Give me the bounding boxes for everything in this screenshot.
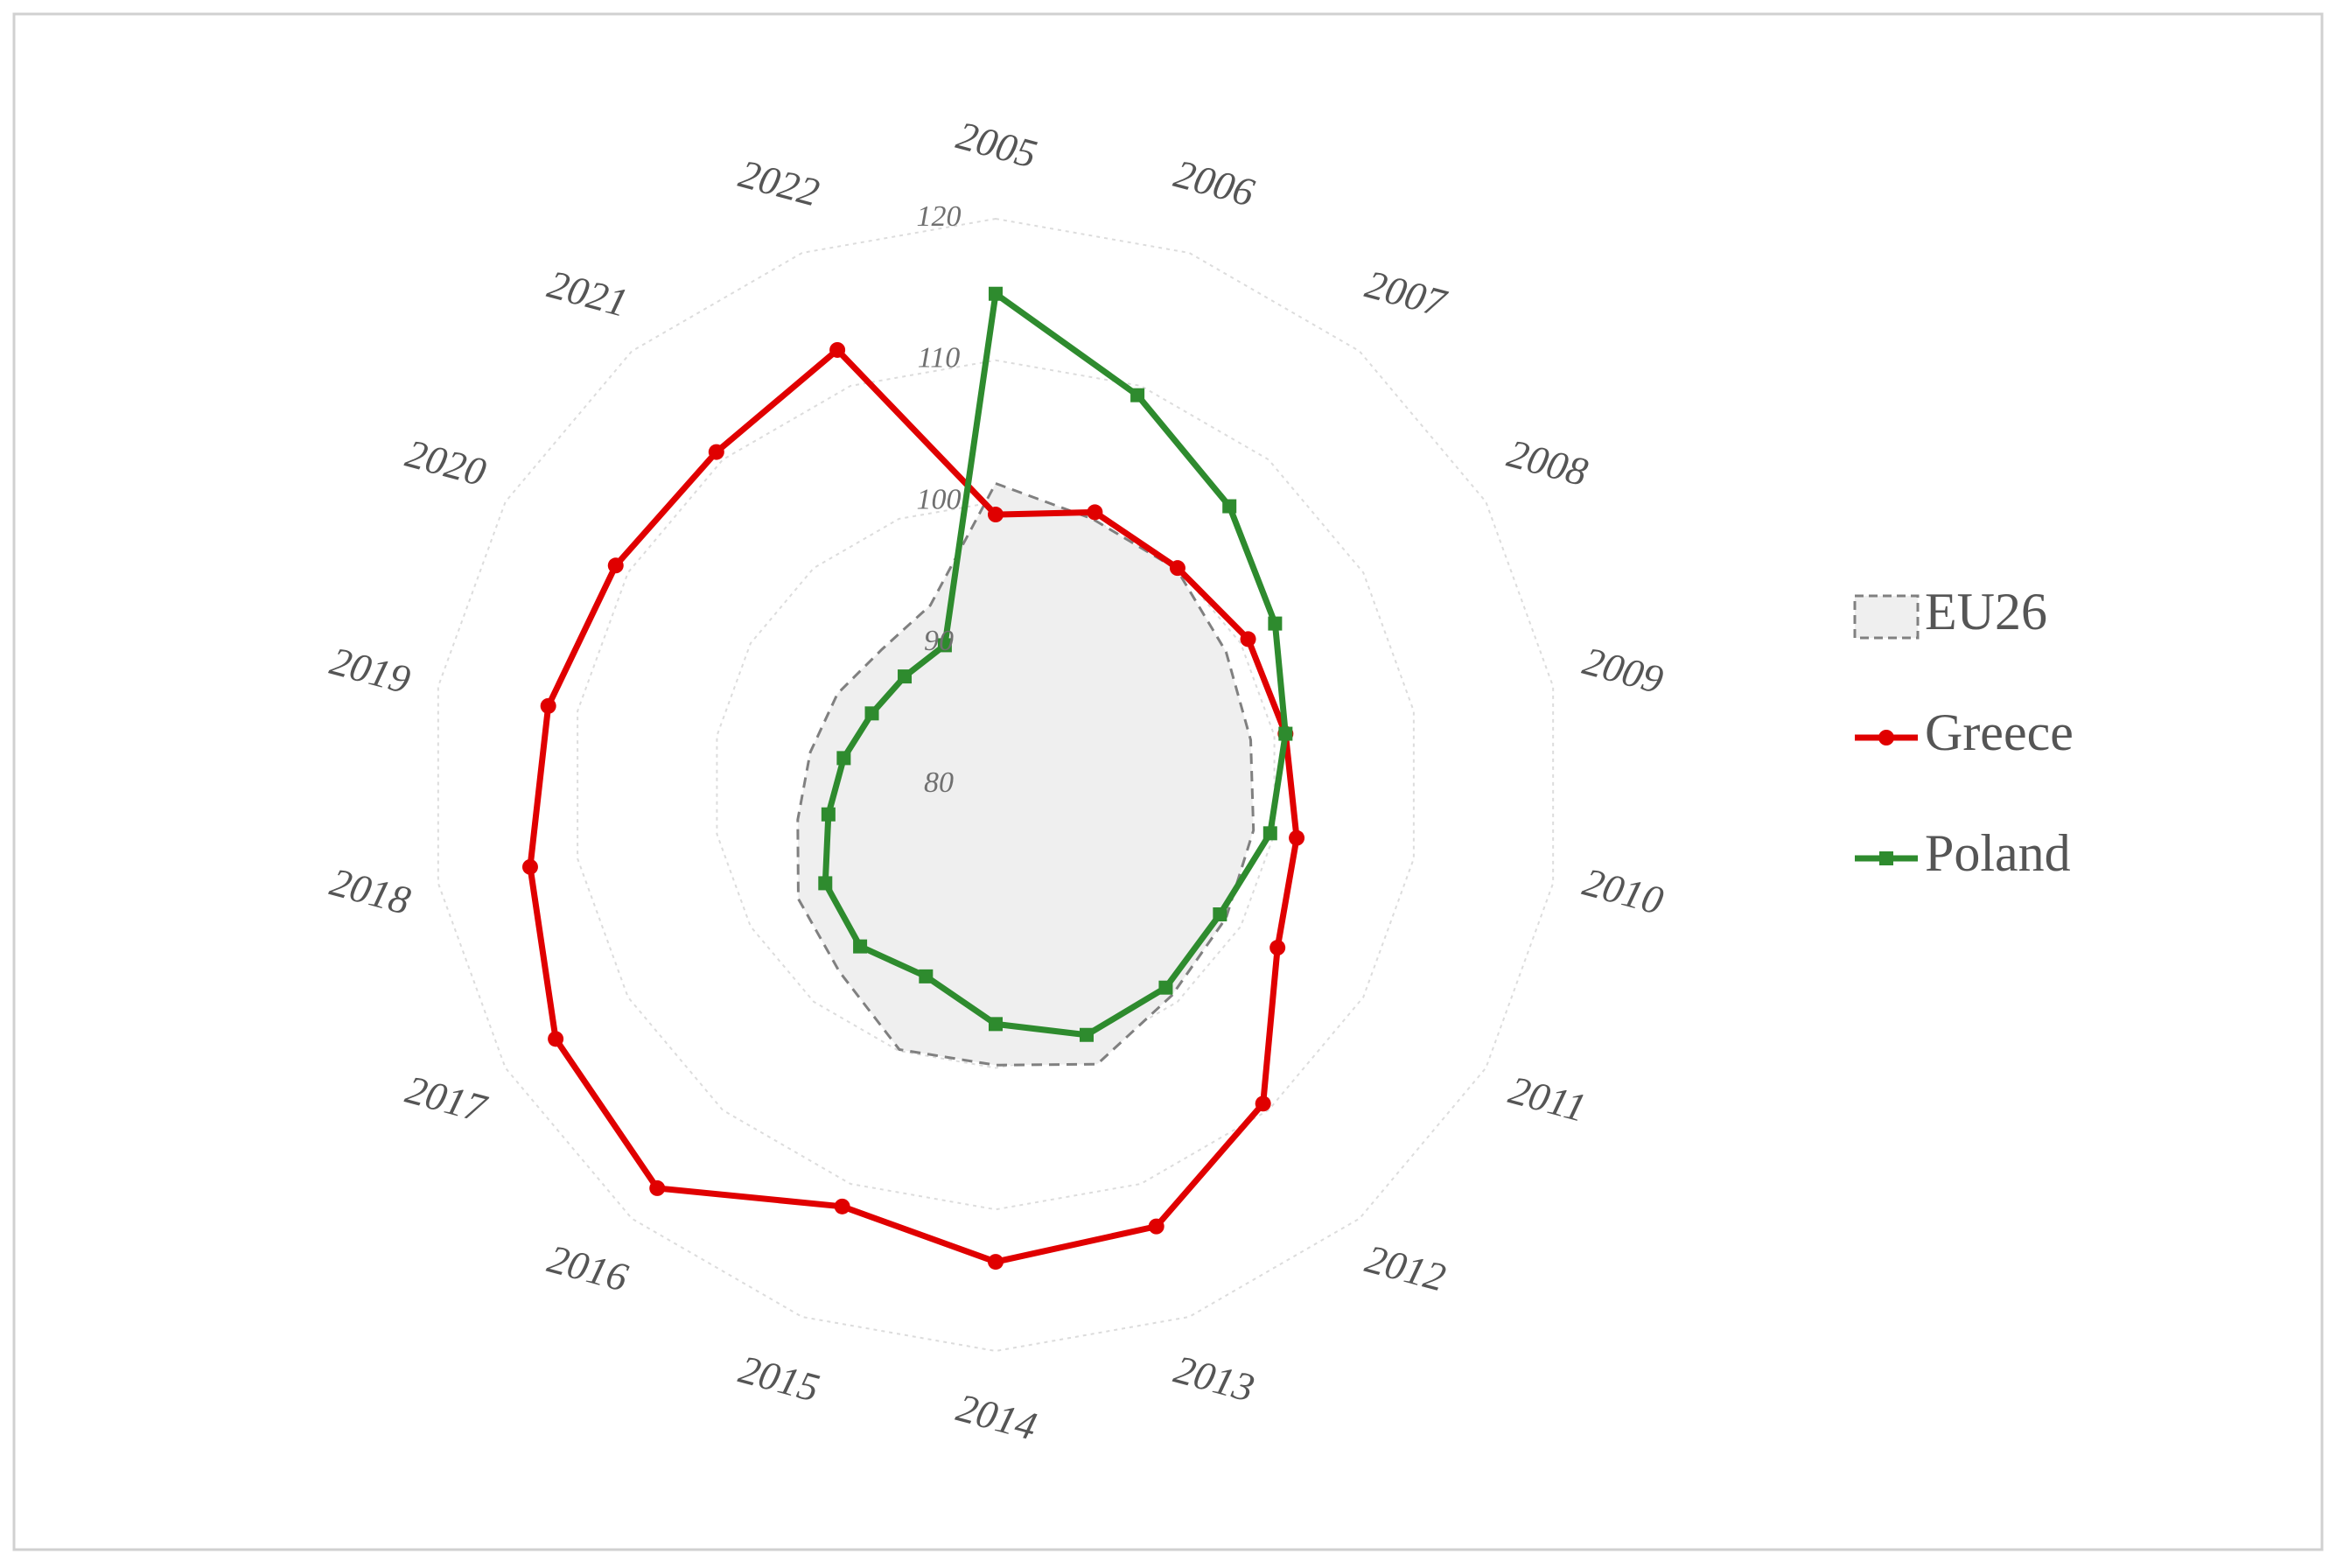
marker — [1268, 616, 1283, 631]
marker — [708, 444, 724, 460]
grid-ring — [716, 500, 1276, 1069]
marker — [649, 1180, 666, 1196]
marker — [1240, 631, 1256, 648]
series-layer — [521, 286, 1305, 1270]
r-tick-label: 120 — [917, 200, 962, 233]
marker — [836, 751, 851, 766]
marker — [1087, 504, 1103, 521]
marker — [1262, 826, 1277, 841]
legend-label: Poland — [1925, 824, 2071, 882]
marker — [898, 669, 913, 684]
marker — [607, 557, 624, 574]
legend-label: EU26 — [1925, 583, 2047, 640]
marker — [1130, 388, 1145, 402]
legend-marker — [1879, 851, 1893, 865]
marker — [1289, 830, 1305, 846]
marker — [1222, 499, 1237, 514]
marker — [989, 1017, 1003, 1032]
legend-marker — [1878, 730, 1894, 746]
marker — [988, 507, 1004, 523]
marker — [548, 1031, 564, 1047]
marker — [1080, 1027, 1095, 1042]
r-tick-label: 100 — [917, 483, 962, 515]
marker — [988, 1254, 1004, 1270]
marker — [1158, 980, 1173, 995]
legend-label: Greece — [1925, 704, 2074, 761]
marker — [521, 858, 538, 875]
marker — [864, 706, 879, 721]
marker — [1169, 560, 1185, 577]
marker — [989, 286, 1003, 301]
r-tick-label: 80 — [924, 766, 954, 799]
marker — [937, 638, 952, 653]
marker — [1213, 907, 1227, 922]
grid-ring — [577, 359, 1415, 1211]
marker — [818, 876, 833, 891]
marker — [1148, 1218, 1165, 1235]
marker — [919, 969, 934, 984]
marker — [829, 341, 846, 358]
r-tick-label: 110 — [918, 342, 960, 374]
marker — [1278, 726, 1293, 741]
marker — [1255, 1096, 1271, 1112]
area — [796, 481, 1255, 1067]
marker — [1269, 940, 1286, 956]
marker — [540, 697, 556, 714]
r-tick-label: 90 — [924, 625, 954, 657]
marker — [853, 939, 868, 954]
marker — [834, 1198, 850, 1214]
legend-swatch — [1853, 594, 1920, 640]
legend: EU26 Greece Poland — [1853, 583, 2074, 882]
marker — [821, 807, 836, 822]
